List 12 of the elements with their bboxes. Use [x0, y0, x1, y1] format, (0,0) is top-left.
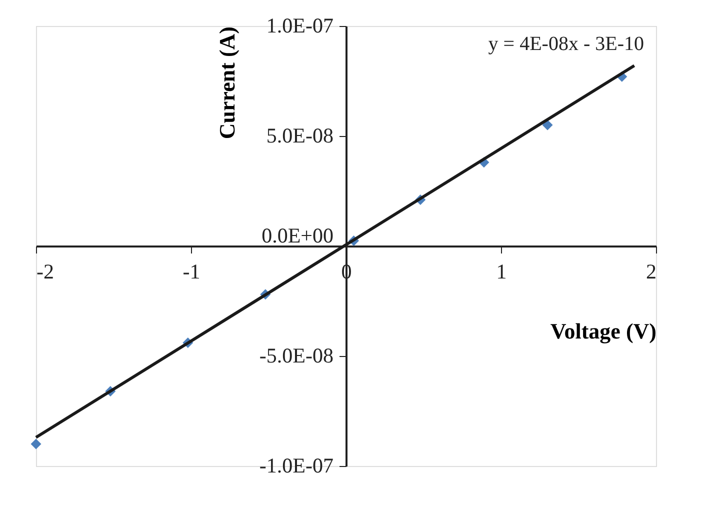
- y-axis-title: Current (A): [214, 26, 240, 140]
- x-tick-label: -1: [182, 260, 200, 284]
- x-tick-label: 1: [496, 260, 507, 284]
- annotation: y = 4E-08x - 3E-10: [488, 33, 644, 55]
- y-tick-label: -1.0E-07: [259, 454, 334, 478]
- y-tick-label: 1.0E-07: [266, 14, 334, 38]
- y-tick-label: 0.0E+00: [262, 224, 334, 248]
- x-tick-label: 2: [646, 260, 656, 284]
- y-tick-label: 5.0E-08: [266, 124, 334, 148]
- x-tick-label: -2: [36, 260, 54, 284]
- x-axis-title: Voltage (V): [550, 318, 656, 344]
- y-tick-label: -5.0E-08: [259, 344, 334, 368]
